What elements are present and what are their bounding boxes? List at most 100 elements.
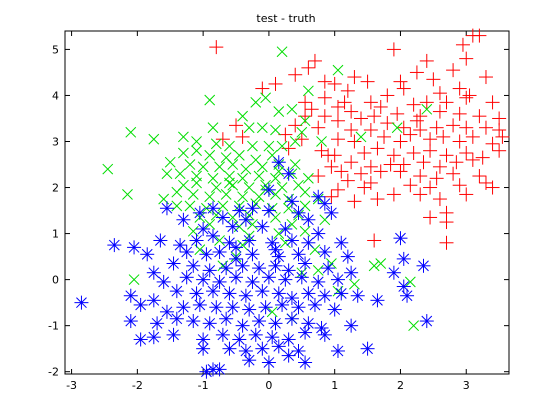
cross-point — [286, 218, 298, 230]
plus-point — [215, 132, 230, 147]
star-point — [416, 258, 431, 273]
star-point — [281, 332, 296, 347]
star-point — [202, 316, 217, 331]
star-point — [324, 205, 339, 220]
plus-point — [373, 99, 388, 114]
star-point — [123, 314, 138, 329]
star-point — [261, 182, 276, 197]
star-point — [275, 297, 290, 312]
cross-point — [184, 200, 196, 212]
star-point — [133, 297, 148, 312]
cross-point — [355, 131, 367, 143]
cross-point — [237, 191, 248, 203]
plus-point — [446, 166, 461, 181]
star-point — [209, 300, 224, 315]
star-point — [146, 293, 161, 308]
cross-point — [191, 177, 202, 189]
plus-point — [465, 129, 480, 144]
plus-point — [334, 164, 349, 179]
plus-point — [255, 81, 270, 96]
plus-point — [357, 146, 372, 161]
star-point — [206, 284, 220, 299]
cross-point — [247, 218, 258, 230]
plus-point — [347, 194, 362, 209]
star-point — [370, 293, 385, 308]
plus-point — [354, 166, 368, 181]
x-tick-label: -1 — [198, 379, 209, 392]
plus-point — [383, 157, 398, 172]
plus-point — [367, 233, 382, 248]
star-point — [215, 210, 230, 225]
cross-point — [375, 258, 387, 269]
plus-point — [439, 95, 454, 110]
star-point — [238, 288, 253, 303]
plus-point — [465, 152, 480, 167]
plus-point — [429, 171, 444, 186]
star-point — [169, 284, 184, 299]
star-point — [196, 332, 211, 347]
plus-point — [449, 155, 464, 170]
star-point — [284, 194, 299, 209]
star-point — [176, 212, 191, 227]
star-point — [317, 288, 332, 303]
plus-point — [409, 113, 424, 128]
star-point — [268, 242, 283, 257]
star-point — [222, 341, 237, 356]
star-point — [327, 302, 342, 317]
plus-point — [288, 67, 303, 82]
cross-point — [349, 278, 360, 290]
plus-point — [492, 122, 507, 137]
plus-point — [459, 120, 474, 135]
cross-point — [227, 179, 239, 191]
cross-point — [404, 276, 416, 288]
star-point — [238, 343, 253, 358]
star-point — [225, 219, 240, 234]
star-point — [261, 203, 276, 218]
star-point — [166, 327, 181, 342]
cross-point — [270, 124, 281, 136]
y-tick-label: 2 — [52, 182, 59, 195]
cross-point — [164, 156, 176, 168]
cross-point — [197, 161, 209, 173]
cross-point — [279, 237, 291, 249]
cross-point — [210, 138, 222, 150]
x-axis: -3 -2 -1 0 1 2 3 — [66, 31, 470, 392]
plus-point — [472, 109, 487, 124]
star-point — [235, 258, 250, 273]
star-point — [179, 270, 194, 285]
cross-point — [299, 186, 311, 198]
star-point — [179, 244, 194, 259]
star-point — [307, 297, 322, 312]
star-point — [271, 155, 286, 170]
cross-point — [408, 320, 420, 332]
x-tick-label: 1 — [331, 379, 338, 392]
plus-point — [485, 180, 500, 195]
star-point — [196, 341, 211, 356]
cross-point — [289, 136, 301, 147]
cross-point — [302, 172, 314, 184]
cross-point — [296, 126, 308, 138]
star-point — [255, 219, 270, 234]
plus-point — [446, 63, 461, 78]
star-point — [156, 274, 171, 289]
plus-point — [317, 90, 332, 105]
plus-point — [432, 86, 447, 101]
cross-point — [171, 186, 183, 198]
plus-point — [475, 150, 490, 165]
cross-point — [102, 163, 114, 175]
cross-point — [187, 189, 199, 200]
star-point — [301, 286, 316, 301]
plus-point — [307, 53, 322, 68]
star-point — [242, 233, 257, 248]
cross-point — [270, 189, 281, 200]
star-point — [317, 244, 332, 259]
cross-point — [214, 235, 225, 246]
plus-point — [459, 51, 474, 66]
plus-point — [340, 173, 355, 188]
plus-point — [311, 120, 326, 135]
cross-point — [286, 103, 298, 115]
plus-point — [452, 106, 467, 121]
star-point — [261, 270, 276, 285]
plus-point — [459, 146, 474, 161]
